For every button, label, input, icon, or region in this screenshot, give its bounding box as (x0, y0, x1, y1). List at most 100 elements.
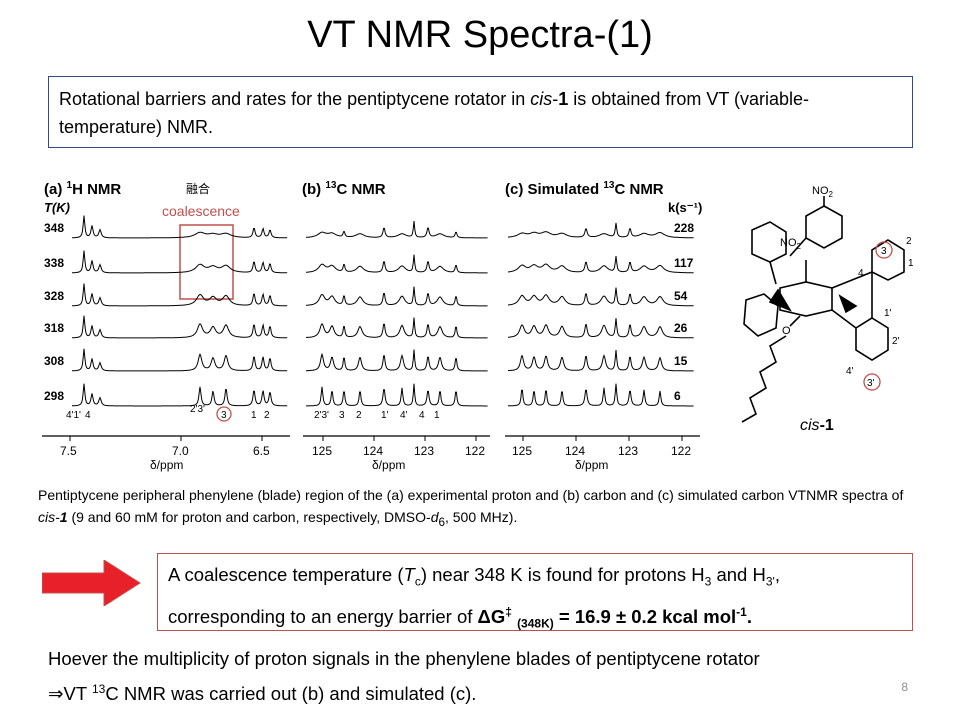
conclusion-text-5: corresponding to an energy barrier of (168, 605, 478, 627)
temperature-labels: 348 338 328 318 308 298 (44, 221, 64, 403)
peak-label-b: 1' (381, 410, 389, 421)
tick-label-a: 7.0 (172, 444, 189, 458)
bottom-line-2: C NMR was carried out (b) and simulated … (105, 683, 477, 705)
intro-box: Rotational barriers and rates for the pe… (48, 76, 913, 148)
coalescence-label: coalescence (162, 203, 240, 219)
molecule-structure (741, 196, 905, 423)
tick-label-a: 7.5 (60, 444, 77, 458)
spectrum-trace (305, 317, 488, 339)
caption-num: 1 (59, 509, 68, 525)
peak-label-a: 1 (251, 410, 257, 421)
position-number: 1' (884, 308, 892, 319)
tick-label-c: 122 (671, 444, 691, 458)
tick-label-c: 125 (512, 444, 532, 458)
spectrum-trace (306, 349, 488, 372)
conclusion-h3p-sub: 3' (765, 574, 775, 589)
spectrum-trace (507, 222, 694, 239)
position-number: 3' (867, 378, 875, 389)
spectrum-trace (72, 383, 288, 407)
spectrum-trace (507, 256, 694, 274)
temperature-label: 348 (44, 221, 64, 235)
axis-c: 125 124 123 122 δ/ppm (505, 435, 700, 472)
temperature-label: 318 (44, 321, 64, 335)
figure-caption: Pentiptycene peripheral phenylene (blade… (38, 484, 918, 534)
spectrum-trace (306, 286, 488, 307)
peak-label-b: 2 (356, 410, 362, 421)
temperature-label: 338 (44, 256, 64, 270)
compound-name: cis-1 (800, 417, 834, 434)
spectrum-trace (507, 349, 694, 372)
rate-labels: 228 117 54 26 15 6 (674, 221, 694, 403)
peak-label-a: 2 (264, 410, 270, 421)
nitro-group-inner: NO2 (780, 237, 802, 251)
conclusion-neg: -1 (736, 604, 747, 619)
caption-text-1: Pentiptycene peripheral phenylene (blade… (38, 487, 904, 503)
caption-text-2: (9 and 60 mM for proton and carbon, resp… (67, 509, 431, 525)
conclusion-value: = 16.9 ± 0.2 kcal mol (553, 605, 737, 627)
panel-c-title: (c) Simulated 13C NMR (505, 180, 664, 198)
peak-label-b: 4' (400, 410, 408, 421)
spectrum-trace (507, 318, 694, 339)
rate-label: 54 (674, 289, 688, 303)
axis-a: 7.5 7.0 6.5 δ/ppm (42, 435, 290, 472)
xlabel-a: δ/ppm (150, 458, 183, 472)
xlabel-c: δ/ppm (575, 458, 608, 472)
caption-text-3: , 500 MHz). (444, 509, 518, 525)
caption-cis: cis- (38, 509, 60, 525)
conclusion-box: A coalescence temperature (Tc) near 348 … (157, 553, 913, 631)
conclusion-T: T (403, 564, 415, 585)
intro-text-1: Rotational barriers and rates for the pe… (59, 89, 531, 109)
conclusion-h3-sub: 3 (704, 574, 712, 589)
spectrum-trace (71, 250, 288, 274)
bottom-text: Hoever the multiplicity of proton signal… (48, 644, 928, 709)
intro-text-2: is obtained from VT (variable-temperatur… (59, 89, 810, 137)
page-number: 8 (901, 680, 908, 694)
rate-label: 228 (674, 221, 694, 235)
tick-label-b: 122 (465, 444, 485, 458)
proton-spectra (71, 215, 288, 407)
tick-label-b: 124 (363, 444, 383, 458)
conclusion-text-1: A coalescence temperature ( (168, 564, 404, 585)
conclusion-dG: ΔG (477, 605, 506, 627)
conclusion-dG-sub: (348K) (517, 616, 554, 631)
conclusion-text-3: and H (711, 564, 766, 585)
rate-label: 15 (674, 354, 688, 368)
position-number: 3 (881, 246, 887, 257)
tick-label-c: 123 (618, 444, 638, 458)
tick-label-c: 124 (565, 444, 585, 458)
peak-label-b: 4 (419, 410, 425, 421)
position-number: 2 (906, 236, 912, 247)
panel-a-title: (a) 1H NMR (44, 180, 121, 198)
position-number: 1 (908, 258, 914, 269)
spectrum-trace (305, 254, 488, 274)
rate-label: 6 (674, 389, 681, 403)
rate-label: 26 (674, 321, 688, 335)
position-number: 4' (846, 366, 854, 377)
peak-label-a: 3 (221, 410, 227, 421)
peak-label-a: 4 (85, 410, 91, 421)
highlight-circle-3prime (863, 373, 881, 391)
spectrum-trace (71, 215, 288, 239)
highlight-circle (216, 406, 232, 422)
simulated-spectra (507, 222, 694, 407)
right-arrow-icon (42, 560, 141, 606)
position-number: 4 (858, 268, 864, 279)
spectrum-trace (71, 283, 288, 307)
peak-label-b: 2'3' (314, 410, 329, 421)
tick-label-b: 123 (414, 444, 434, 458)
peak-label-a: 2'3' (190, 404, 205, 415)
coalescence-kanji: 融合 (186, 181, 210, 196)
spectrum-trace (305, 221, 488, 239)
slide-title: VT NMR Spectra-(1) (307, 14, 653, 56)
spectrum-trace (507, 287, 694, 307)
xlabel-b: δ/ppm (372, 458, 405, 472)
nitro-group-top: NO2 (812, 185, 834, 199)
conclusion-text-2: ) near 348 K is found for protons H (420, 564, 705, 585)
rate-label: 117 (674, 256, 694, 270)
axis-b: 125 124 123 122 δ/ppm (303, 435, 490, 472)
rate-unit-label: k(s⁻¹) (668, 200, 702, 215)
caption-d-sub: 6 (438, 515, 445, 529)
temperature-unit-label: T(K) (44, 200, 70, 215)
peak-label-b: 1 (434, 410, 440, 421)
bottom-arrow: ⇒VT (48, 683, 92, 705)
